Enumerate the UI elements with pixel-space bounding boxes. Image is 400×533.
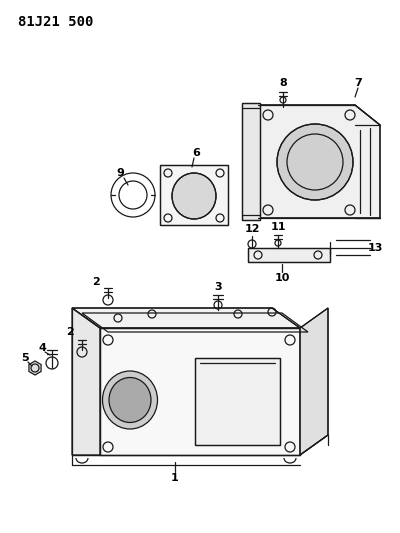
Polygon shape <box>160 165 228 225</box>
Polygon shape <box>300 308 328 455</box>
Ellipse shape <box>109 377 151 423</box>
Text: 12: 12 <box>244 224 260 234</box>
Polygon shape <box>242 103 260 220</box>
Text: 3: 3 <box>214 282 222 292</box>
Polygon shape <box>258 105 380 218</box>
Text: 7: 7 <box>354 78 362 88</box>
Text: 1: 1 <box>171 473 179 483</box>
Text: 4: 4 <box>38 343 46 353</box>
Ellipse shape <box>172 173 216 219</box>
Polygon shape <box>29 361 41 375</box>
Circle shape <box>277 124 353 200</box>
Polygon shape <box>100 328 300 455</box>
Text: 10: 10 <box>274 273 290 283</box>
Text: 5: 5 <box>21 353 29 363</box>
Text: 13: 13 <box>367 243 383 253</box>
Text: 6: 6 <box>192 148 200 158</box>
Polygon shape <box>72 308 100 455</box>
Polygon shape <box>72 308 300 328</box>
Text: 8: 8 <box>279 78 287 88</box>
Text: 2: 2 <box>92 277 100 287</box>
Text: 9: 9 <box>116 168 124 178</box>
Ellipse shape <box>102 371 158 429</box>
Text: 11: 11 <box>270 222 286 232</box>
Polygon shape <box>248 248 330 262</box>
Text: 2: 2 <box>66 327 74 337</box>
Polygon shape <box>195 358 280 445</box>
Text: 81J21 500: 81J21 500 <box>18 15 93 29</box>
